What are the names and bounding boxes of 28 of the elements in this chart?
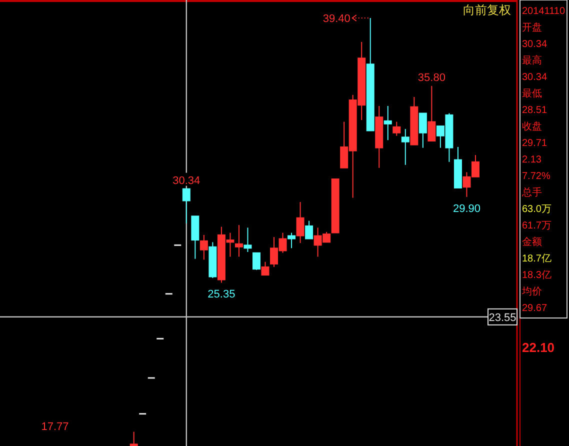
chart-title: 向前复权 — [463, 3, 511, 17]
text: 7.72% — [522, 171, 550, 182]
text: 开盘 — [522, 22, 542, 34]
text: 最低 — [522, 88, 542, 100]
text: 28.51 — [522, 105, 548, 116]
text: 金额 — [522, 236, 542, 248]
text: 61.7万 — [522, 220, 552, 232]
annotation: 39.40 — [322, 13, 350, 25]
text: 63.0万 — [522, 204, 552, 215]
text: 23.55 — [488, 312, 516, 324]
text: 29.67 — [522, 303, 548, 314]
text: 总手 — [521, 186, 542, 198]
text: 18.3亿 — [522, 270, 552, 281]
text: 最高 — [522, 54, 542, 66]
annotation: 25.35 — [208, 288, 236, 301]
annotation: 35.80 — [418, 72, 446, 84]
text: 均价 — [521, 286, 542, 298]
annotation: 29.90 — [452, 202, 480, 215]
text: 17.77 — [41, 421, 69, 433]
text: 18.7亿 — [522, 254, 552, 264]
text: 30.34 — [522, 72, 548, 83]
text: 20141110 — [522, 6, 566, 17]
annotation: 30.34 — [172, 174, 200, 187]
text: 30.34 — [522, 39, 548, 50]
text: 29.71 — [522, 138, 548, 149]
text: 2.13 — [522, 154, 542, 166]
text: 收盘 — [522, 120, 542, 132]
text: 22.10 — [522, 340, 555, 355]
